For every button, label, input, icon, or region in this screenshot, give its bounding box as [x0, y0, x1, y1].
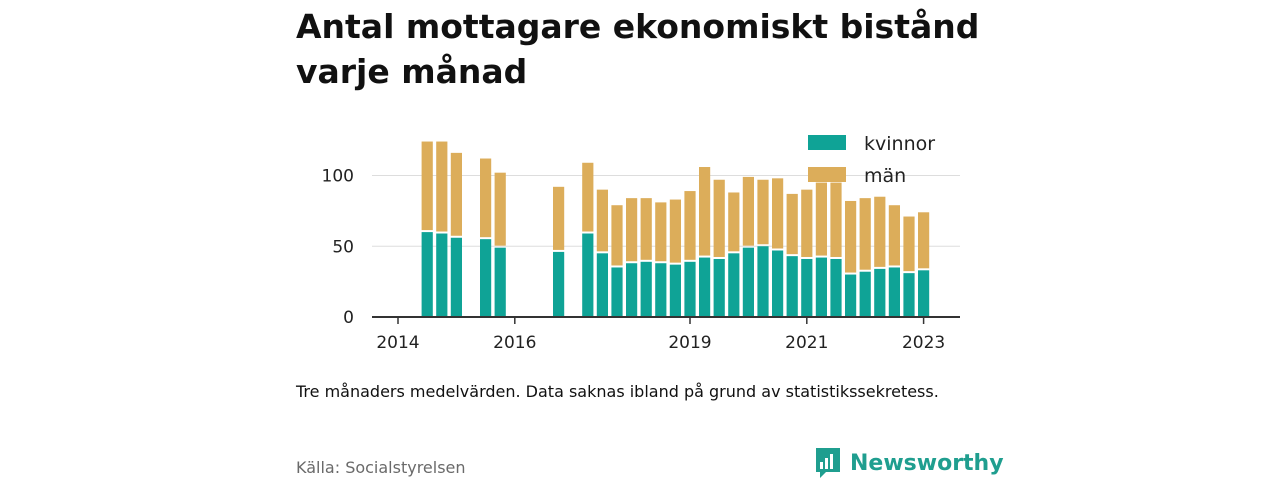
- legend-kvinnor-label: kvinnor: [864, 133, 935, 155]
- x-tick-label: 2019: [668, 333, 711, 353]
- bar-man: [815, 182, 827, 256]
- bar-man: [772, 178, 784, 249]
- bar-man: [421, 141, 433, 231]
- bar-kvinnor: [728, 253, 740, 317]
- brand-logo[interactable]: Newsworthy: [814, 446, 1004, 480]
- bar-man: [596, 189, 608, 252]
- bar-kvinnor: [874, 268, 886, 317]
- y-tick-label: 50: [332, 237, 354, 257]
- bar-man: [786, 193, 798, 255]
- bar-man: [450, 152, 462, 236]
- source-text: Källa: Socialstyrelsen: [296, 458, 466, 477]
- bar-man: [494, 172, 506, 246]
- y-tick-label: 0: [343, 308, 354, 328]
- bar-kvinnor: [845, 274, 857, 317]
- bar-kvinnor: [830, 258, 842, 317]
- x-tick-label: 2021: [785, 333, 828, 353]
- bar-kvinnor: [772, 250, 784, 317]
- bar-kvinnor: [480, 239, 492, 317]
- chart-title: Antal mottagare ekonomiskt bistånd varje…: [296, 7, 980, 91]
- bar-man: [830, 182, 842, 257]
- bar-kvinnor: [888, 267, 900, 317]
- bar-man: [742, 176, 754, 246]
- bar-kvinnor: [626, 263, 638, 317]
- bar-kvinnor: [436, 233, 448, 317]
- bar-man: [626, 198, 638, 262]
- bar-man: [699, 167, 711, 256]
- bar-kvinnor: [742, 247, 754, 317]
- bar-kvinnor: [757, 246, 769, 317]
- y-tick-label: 100: [322, 167, 354, 187]
- bar-kvinnor: [859, 271, 871, 317]
- bar-kvinnor: [421, 232, 433, 317]
- legend-man-swatch: [808, 167, 846, 182]
- bar-man: [684, 191, 696, 260]
- bar-man: [669, 199, 681, 263]
- bar-man: [801, 189, 813, 257]
- bar-man: [874, 196, 886, 267]
- bar-kvinnor: [582, 233, 594, 317]
- bar-kvinnor: [713, 258, 725, 317]
- bar-kvinnor: [918, 270, 930, 317]
- bar-kvinnor: [655, 263, 667, 317]
- bar-man: [713, 179, 725, 257]
- bar-kvinnor: [596, 253, 608, 317]
- bar-chart-speech-bubble-icon: [816, 448, 840, 478]
- bar-kvinnor: [786, 256, 798, 317]
- bar-man: [640, 198, 652, 260]
- x-tick-label: 2014: [376, 333, 419, 353]
- bar-man: [655, 202, 667, 262]
- bar-kvinnor: [640, 261, 652, 317]
- bar-kvinnor: [553, 251, 565, 317]
- bar-chart: 0 50 100 2014 2016 2019 2021 2023 kvinnor män: [322, 133, 960, 353]
- bar-kvinnor: [669, 264, 681, 317]
- legend-kvinnor-swatch: [808, 135, 846, 150]
- brand-name: Newsworthy: [850, 450, 1004, 476]
- bar-kvinnor: [699, 257, 711, 317]
- bar-kvinnor: [611, 267, 623, 317]
- bar-man: [553, 186, 565, 250]
- legend-man-label: män: [864, 165, 906, 187]
- bar-man: [918, 212, 930, 269]
- bar-man: [903, 216, 915, 272]
- bar-man: [582, 162, 594, 232]
- x-tick-label: 2023: [902, 333, 945, 353]
- bar-man: [611, 205, 623, 266]
- chart-area: 0 50 100 2014 2016 2019 2021 2023 kvinnor män: [290, 120, 990, 360]
- bar-kvinnor: [801, 258, 813, 317]
- bar-kvinnor: [684, 261, 696, 317]
- bar-man: [728, 192, 740, 252]
- x-tick-label: 2016: [493, 333, 536, 353]
- bar-kvinnor: [815, 257, 827, 317]
- bar-man: [480, 158, 492, 238]
- bar-kvinnor: [450, 237, 462, 317]
- bar-man: [757, 179, 769, 245]
- bar-man: [888, 205, 900, 266]
- bar-man: [845, 200, 857, 273]
- bar-man: [859, 198, 871, 270]
- bar-man: [436, 141, 448, 232]
- bar-kvinnor: [903, 273, 915, 317]
- chart-note: Tre månaders medelvärden. Data saknas ib…: [296, 382, 939, 401]
- bar-kvinnor: [494, 247, 506, 317]
